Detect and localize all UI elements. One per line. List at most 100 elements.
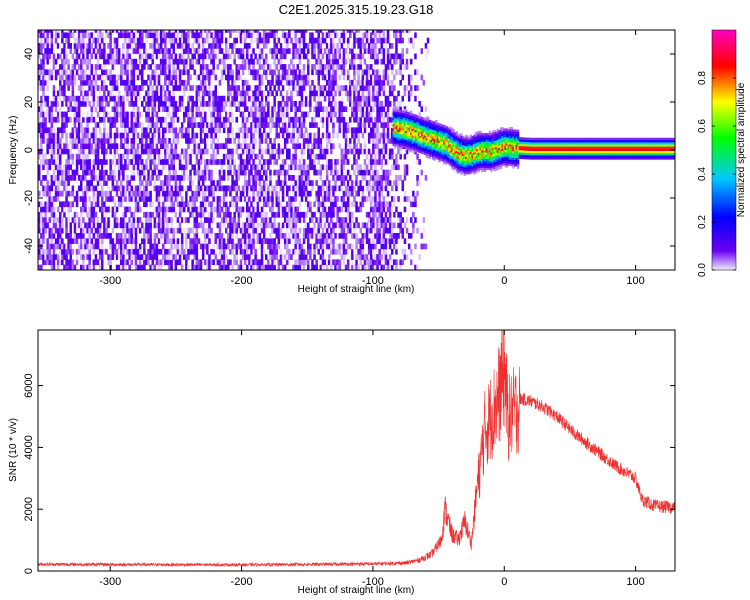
heatmap-cell xyxy=(214,185,217,192)
heatmap-cell xyxy=(227,132,230,139)
heatmap-cell xyxy=(120,132,123,139)
heatmap-cell xyxy=(338,175,341,181)
heatmap-cell xyxy=(302,30,306,33)
heatmap-cell xyxy=(96,153,100,160)
heatmap-cell xyxy=(155,248,159,255)
heatmap-cell xyxy=(248,148,251,155)
heatmap-cell xyxy=(193,233,196,239)
heatmap-cell xyxy=(136,85,140,91)
heatmap-cell xyxy=(222,254,226,260)
heatmap-cell xyxy=(252,233,255,239)
heatmap-cell xyxy=(319,153,323,160)
heatmap-cell xyxy=(300,101,304,107)
heatmap-cell xyxy=(372,53,375,60)
heatmap-cell xyxy=(56,101,60,107)
heatmap-cell xyxy=(187,37,190,44)
heatmap-cell xyxy=(380,206,383,213)
heatmap-cell xyxy=(275,43,278,49)
heatmap-cell xyxy=(153,217,157,223)
heatmap-cell xyxy=(378,233,381,239)
heatmap-cell xyxy=(340,243,344,250)
heatmap-cell xyxy=(138,138,142,144)
heatmap-cell xyxy=(361,95,365,102)
heatmap-cell xyxy=(120,169,123,176)
heatmap-cell xyxy=(132,175,136,181)
heatmap-cell xyxy=(193,37,196,44)
heatmap-cell xyxy=(206,259,209,266)
heatmap-cell xyxy=(349,101,352,107)
heatmap-cell xyxy=(307,248,310,255)
heatmap-cell xyxy=(90,211,93,218)
heatmap-cell xyxy=(136,196,140,202)
heatmap-cell xyxy=(122,111,125,118)
heatmap-cell xyxy=(40,32,43,39)
heatmap-cell xyxy=(63,169,66,176)
heatmap-cell xyxy=(321,153,325,160)
heatmap-cell xyxy=(309,180,312,186)
heatmap-cell xyxy=(178,164,182,171)
heatmap-cell xyxy=(315,106,318,112)
heatmap-cell xyxy=(204,169,207,176)
heatmap-cell xyxy=(298,169,302,176)
heatmap-cell xyxy=(73,138,77,144)
heatmap-cell xyxy=(170,101,173,107)
heatmap-cell xyxy=(122,238,125,244)
heatmap-cell xyxy=(330,259,333,266)
heatmap-cell xyxy=(42,32,45,39)
heatmap-cell xyxy=(254,111,257,118)
heatmap-cell xyxy=(330,206,333,213)
heatmap-cell xyxy=(372,148,375,155)
heatmap-cell xyxy=(288,233,291,239)
heatmap-cell xyxy=(59,74,62,81)
heatmap-cell xyxy=(48,159,51,165)
heatmap-cell xyxy=(134,201,138,208)
heatmap-cell xyxy=(325,169,329,176)
heatmap-cell xyxy=(267,111,270,118)
heatmap-cell xyxy=(204,148,207,155)
heatmap-cell xyxy=(46,53,49,60)
heatmap-cell xyxy=(386,64,390,70)
heatmap-cell xyxy=(195,58,199,65)
heatmap-cell xyxy=(349,90,352,97)
heatmap-cell xyxy=(220,248,224,255)
heatmap-cell xyxy=(222,69,226,76)
heatmap-cell xyxy=(143,30,146,33)
heatmap-cell xyxy=(338,37,341,44)
heatmap-cell xyxy=(370,132,373,139)
heatmap-cell xyxy=(42,122,45,128)
heatmap-cell xyxy=(109,53,112,60)
heatmap-cell xyxy=(141,122,144,128)
heatmap-cell xyxy=(304,222,308,229)
heatmap-cell xyxy=(48,111,51,118)
heatmap-cell xyxy=(134,153,138,160)
heatmap-cell xyxy=(388,53,392,60)
heatmap-cell xyxy=(153,122,157,128)
heatmap-cell xyxy=(189,243,192,250)
heatmap-cell xyxy=(319,148,323,155)
heatmap-cell xyxy=(138,111,142,118)
heatmap-cell xyxy=(332,69,335,76)
heatmap-cell xyxy=(330,217,333,223)
heatmap-cell xyxy=(361,37,365,44)
heatmap-cell xyxy=(298,116,302,123)
heatmap-cell xyxy=(319,185,323,192)
heatmap-cell xyxy=(132,79,136,86)
heatmap-cell xyxy=(166,85,169,91)
heatmap-cell xyxy=(199,148,203,155)
heatmap-cell xyxy=(307,79,310,86)
heatmap-cell xyxy=(222,116,226,123)
heatmap-cell xyxy=(231,43,234,49)
heatmap-cell xyxy=(151,53,154,60)
heatmap-cell xyxy=(248,259,251,266)
heatmap-cell xyxy=(56,227,60,234)
heatmap-cell xyxy=(254,185,257,192)
heatmap-cell xyxy=(88,74,91,81)
heatmap-cell xyxy=(166,222,169,229)
heatmap-cell xyxy=(229,248,232,255)
heatmap-cell xyxy=(138,196,142,202)
heatmap-cell xyxy=(227,169,230,176)
heatmap-cell xyxy=(330,169,333,176)
heatmap-cell xyxy=(197,190,201,197)
heatmap-cell xyxy=(372,106,375,112)
